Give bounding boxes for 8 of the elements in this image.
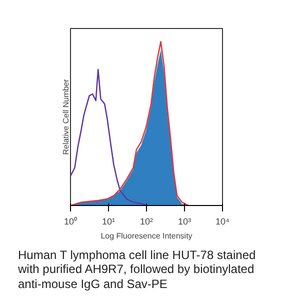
x-axis-title: Log Fluoresence Intensity (100, 232, 192, 240)
text: Human T lymphoma cell line HUT-78 stained with purified AH9R7, followed by biotinylated anti-mouse IgG and Sav-PE (18, 248, 257, 292)
x-tick-label: 10¹ (102, 216, 116, 226)
x-tick-label: 10⁰ (64, 216, 78, 226)
x-tick-label: 10³ (178, 216, 192, 226)
y-axis-title: Relative Cell Number (62, 78, 70, 155)
x-tick-label: 10⁴ (216, 216, 230, 226)
x-tick-label: 10² (140, 216, 154, 226)
